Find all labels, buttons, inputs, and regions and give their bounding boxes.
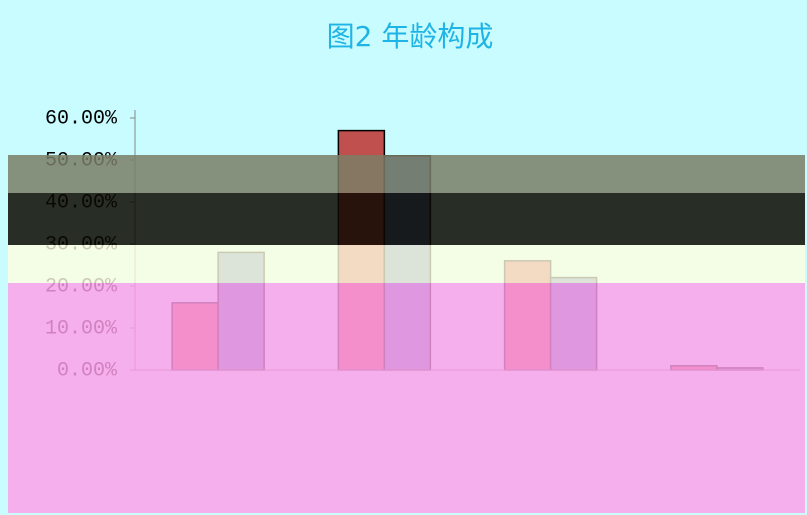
y-tick-label: 30.00% [45,233,118,256]
bar [503,260,552,371]
y-tick-label: 60.00% [45,107,118,130]
y-tick-label: 50.00% [45,149,118,172]
y-tick-label: 10.00% [45,317,118,340]
y-tick-label: 20.00% [45,275,118,298]
bar [337,129,386,371]
bar [217,251,265,371]
bar [549,276,598,371]
y-tick-label: 0.00% [57,359,118,382]
chart-title: 图2 年龄构成 [327,20,494,53]
bar [171,302,219,371]
bar [383,155,432,371]
y-tick-label: 40.00% [45,191,118,214]
bar [670,365,718,371]
